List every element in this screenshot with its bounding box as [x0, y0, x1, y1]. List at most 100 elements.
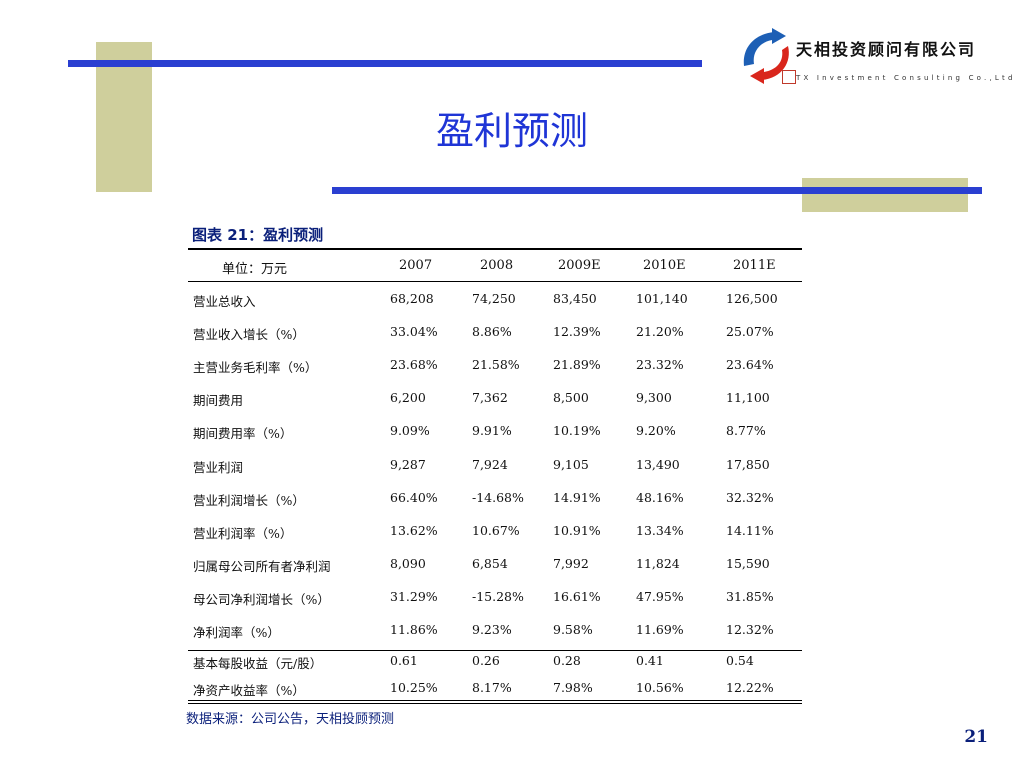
table-rule-bottom: [188, 700, 802, 701]
table-cell: 8.77%: [726, 423, 766, 439]
table-cell: 23.64%: [726, 357, 774, 373]
table-cell: 17,850: [726, 456, 770, 472]
table-cell: 6,854: [472, 555, 508, 571]
table-cell: 9,287: [390, 456, 426, 472]
table-cell: 13.34%: [636, 522, 684, 538]
table-cell: 12.22%: [726, 680, 774, 695]
table-cell: 8,500: [553, 390, 589, 406]
table-cell: 21.89%: [553, 357, 601, 373]
row-label: 营业利润率（%）: [193, 525, 293, 541]
table-cell: 25.07%: [726, 324, 774, 340]
table-cell: 14.91%: [553, 489, 601, 505]
row-label: 营业利润: [193, 459, 244, 475]
table-cell: 0.41: [636, 653, 664, 668]
table-caption: 图表 21：盈利预测: [192, 226, 324, 244]
table-cell: 33.04%: [390, 324, 438, 340]
table-cell: -15.28%: [472, 588, 524, 604]
table-cell: 21.58%: [472, 357, 520, 373]
column-header: 2009E: [558, 258, 601, 273]
table-cell: 7.98%: [553, 680, 593, 695]
table-cell: 47.95%: [636, 588, 684, 604]
table-cell: -14.68%: [472, 489, 524, 505]
table-rule-header: [188, 281, 802, 282]
table-cell: 12.32%: [726, 622, 774, 637]
table-cell: 74,250: [472, 291, 516, 306]
table-cell: 0.26: [472, 653, 500, 668]
table-cell: 11.86%: [390, 622, 438, 637]
table-cell: 83,450: [553, 291, 597, 306]
source-note: 数据来源：公司公告，天相投顾预测: [186, 712, 395, 727]
table-cell: 13,490: [636, 456, 680, 472]
decorative-block-left: [96, 42, 152, 192]
row-label: 期间费用: [193, 393, 244, 409]
table-cell: 7,924: [472, 456, 508, 472]
table-cell: 23.68%: [390, 357, 438, 373]
table-cell: 9,300: [636, 390, 672, 406]
row-label: 归属母公司所有者净利润: [193, 558, 331, 574]
logo-mark-icon: [743, 28, 789, 84]
table-cell: 9.58%: [553, 622, 593, 637]
table-cell: 16.61%: [553, 588, 601, 604]
table-cell: 126,500: [726, 291, 778, 306]
table-rule-bottom-double: [188, 703, 802, 704]
table-cell: 0.54: [726, 653, 754, 668]
table-cell: 9.23%: [472, 622, 512, 637]
table-rule-top: [188, 248, 802, 250]
table-cell: 7,992: [553, 555, 589, 571]
table-cell: 68,208: [390, 291, 434, 306]
row-label: 母公司净利润增长（%）: [193, 591, 330, 607]
table-cell: 48.16%: [636, 489, 684, 505]
table-cell: 21.20%: [636, 324, 684, 340]
row-label: 营业利润增长（%）: [193, 492, 305, 508]
table-cell: 101,140: [636, 291, 688, 306]
page-title: 盈利预测: [435, 109, 588, 153]
row-label: 净利润率（%）: [193, 625, 280, 640]
table-cell: 9,105: [553, 456, 589, 472]
table-cell: 10.56%: [636, 680, 684, 695]
logo-company-name-cn: 天相投资顾问有限公司: [796, 40, 977, 59]
company-logo: 天相投资顾问有限公司 TX Investment Consulting Co.,…: [738, 26, 1012, 90]
table-cell: 7,362: [472, 390, 508, 406]
table-cell: 13.62%: [390, 522, 438, 538]
table-cell: 31.85%: [726, 588, 774, 604]
row-label: 营业总收入: [193, 294, 256, 309]
table-unit: 单位：万元: [222, 262, 288, 277]
table-cell: 31.29%: [390, 588, 438, 604]
row-label: 主营业务毛利率（%）: [193, 360, 318, 376]
table-cell: 0.61: [390, 653, 418, 668]
table-cell: 9.09%: [390, 423, 430, 439]
column-header: 2010E: [643, 258, 686, 273]
decorative-block-right: [802, 178, 968, 212]
decorative-line-top: [68, 60, 702, 67]
column-header: 2011E: [733, 258, 776, 273]
table-cell: 32.32%: [726, 489, 774, 505]
logo-seal-icon: [782, 70, 796, 84]
table-cell: 0.28: [553, 653, 581, 668]
table-cell: 8,090: [390, 555, 426, 571]
table-cell: 12.39%: [553, 324, 601, 340]
table-cell: 23.32%: [636, 357, 684, 373]
table-cell: 10.91%: [553, 522, 601, 538]
column-header: 2008: [480, 258, 514, 273]
table-cell: 10.67%: [472, 522, 520, 538]
row-label: 净资产收益率（%）: [193, 683, 305, 698]
decorative-line-bottom: [332, 187, 982, 194]
table-cell: 8.86%: [472, 324, 512, 340]
logo-company-name-en: TX Investment Consulting Co.,Ltd: [796, 74, 1016, 82]
table-cell: 11,100: [726, 390, 770, 406]
table-cell: 9.91%: [472, 423, 512, 439]
row-label: 基本每股收益（元/股）: [193, 656, 323, 671]
column-header: 2007: [399, 258, 433, 273]
table-cell: 6,200: [390, 390, 426, 406]
table-rule-mid: [188, 650, 802, 651]
table-cell: 15,590: [726, 555, 770, 571]
table-cell: 8.17%: [472, 680, 512, 695]
table-cell: 9.20%: [636, 423, 676, 439]
page-number: 21: [964, 727, 988, 747]
table-cell: 10.19%: [553, 423, 601, 439]
row-label: 期间费用率（%）: [193, 426, 293, 442]
table-cell: 11.69%: [636, 622, 684, 637]
table-cell: 10.25%: [390, 680, 438, 695]
table-cell: 66.40%: [390, 489, 438, 505]
table-cell: 14.11%: [726, 522, 774, 538]
